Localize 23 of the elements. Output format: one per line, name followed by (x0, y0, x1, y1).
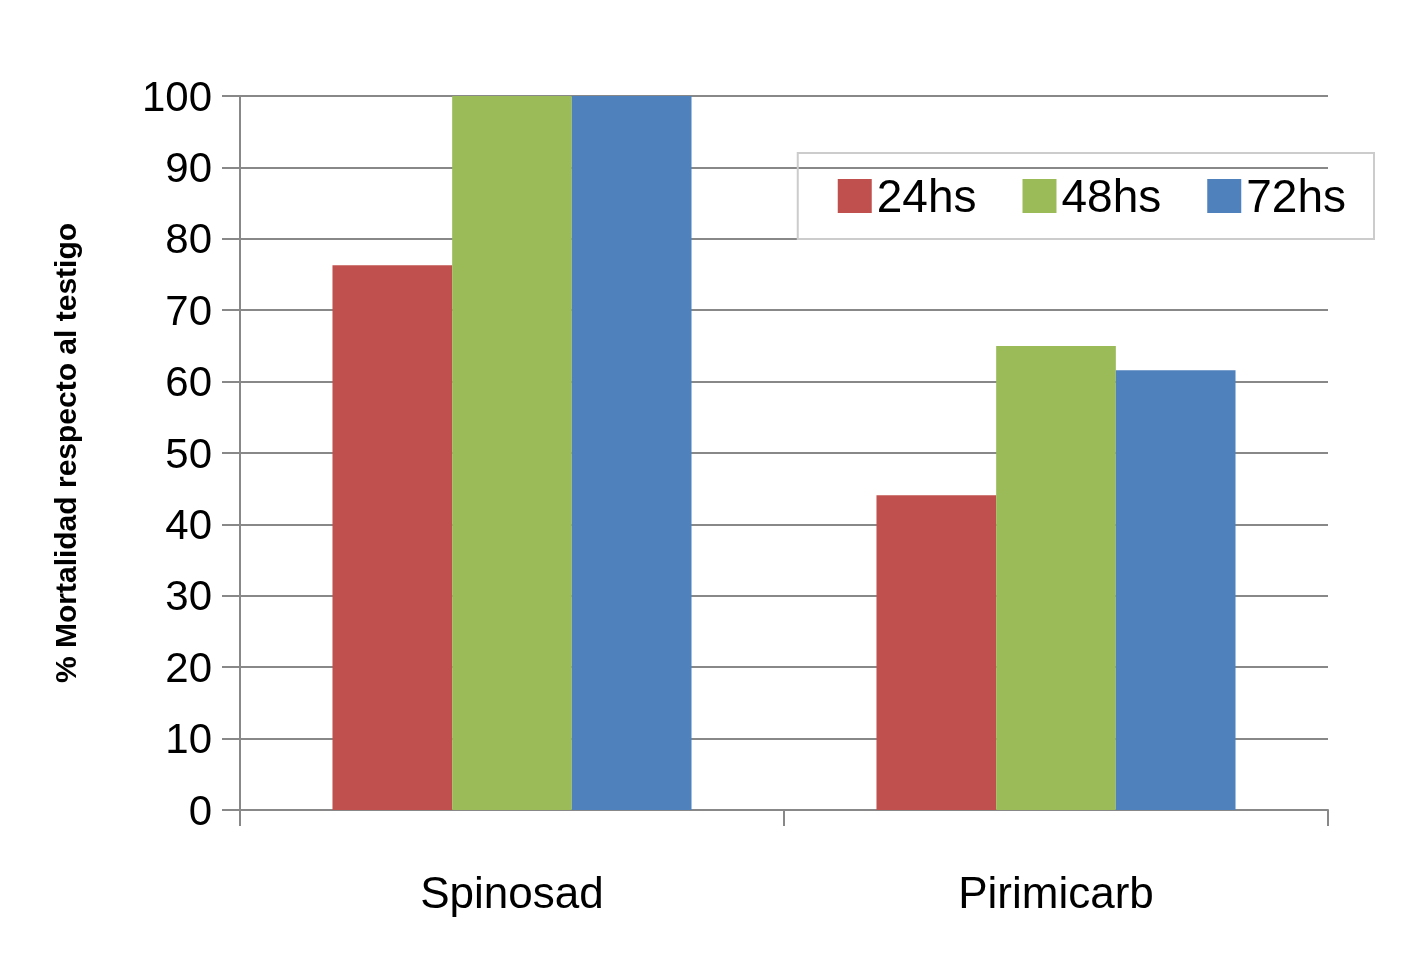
y-tick-label: 10 (165, 715, 212, 763)
bar (1115, 370, 1236, 810)
y-tick-label: 20 (165, 643, 212, 691)
y-tick-label: 70 (165, 286, 212, 334)
legend-label: 72hs (1246, 170, 1346, 222)
y-tick-label: 100 (141, 72, 212, 120)
y-tick-label: 50 (165, 429, 212, 477)
y-tick-label: 40 (165, 500, 212, 548)
y-tick-label: 80 (165, 215, 212, 263)
x-tick-label: Spinosad (420, 867, 604, 917)
y-axis-title: % Mortalidad respecto al testigo (48, 222, 82, 684)
x-tick-label: Pirimicarb (958, 867, 1154, 917)
bar (876, 495, 997, 810)
legend-label: 48hs (1061, 170, 1162, 222)
y-tick-label: 60 (165, 358, 212, 406)
y-tick-label: 0 (188, 786, 212, 834)
bar (996, 345, 1116, 810)
y-tick-label: 30 (165, 572, 212, 620)
bar (452, 96, 572, 810)
bar (571, 96, 692, 810)
y-tick-label: 90 (165, 143, 212, 191)
bar (332, 265, 453, 810)
legend-label: 24hs (876, 170, 977, 222)
